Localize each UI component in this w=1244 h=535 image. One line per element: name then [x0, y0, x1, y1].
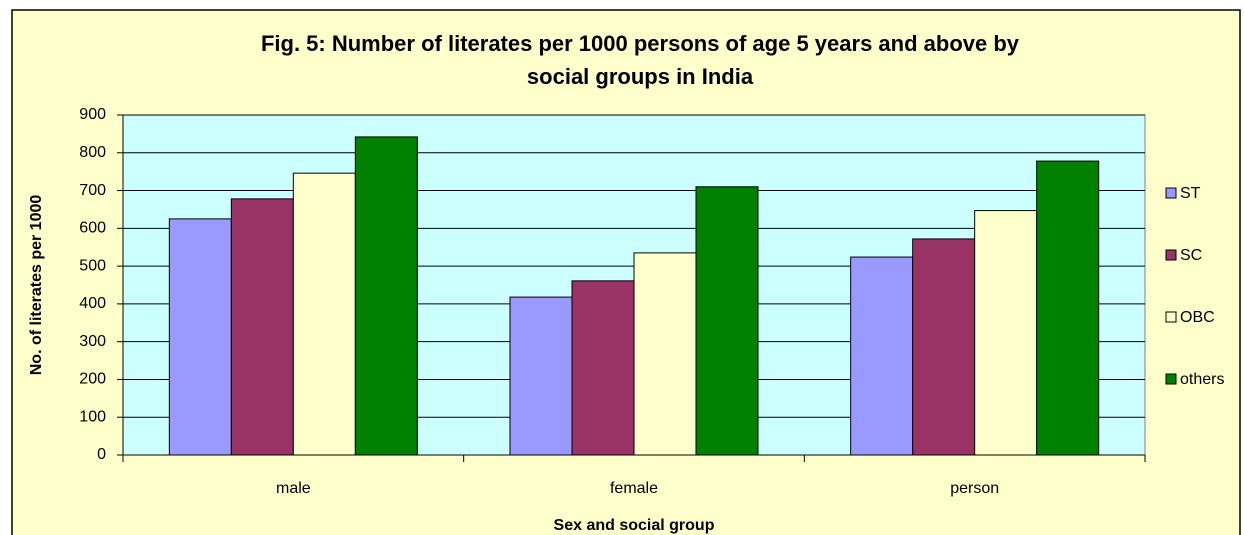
bar [974, 210, 1038, 456]
legend-swatch [1165, 373, 1177, 385]
x-axis-title: Sex and social group [554, 517, 715, 534]
y-tick-label: 0 [97, 446, 106, 463]
legend-swatch [1165, 311, 1177, 323]
chart-title: social groups in India [527, 64, 754, 89]
legend-label: OBC [1180, 309, 1215, 326]
y-tick-label: 300 [79, 333, 106, 350]
y-tick-label: 400 [79, 295, 106, 312]
y-tick-label: 100 [79, 408, 106, 425]
x-tick-label: male [276, 480, 311, 497]
bar [509, 296, 573, 456]
y-tick-label: 700 [79, 182, 106, 199]
bar [571, 280, 635, 456]
bar [850, 256, 914, 456]
y-tick-label: 600 [79, 220, 106, 237]
bar [912, 238, 976, 456]
bar [633, 252, 697, 456]
bar [292, 172, 356, 456]
chart-title: Fig. 5: Number of literates per 1000 per… [261, 31, 1020, 56]
y-tick-label: 200 [79, 371, 106, 388]
y-tick-label: 500 [79, 257, 106, 274]
bar [168, 218, 232, 456]
bar [354, 136, 418, 456]
y-axis-title: No. of literates per 1000 [28, 195, 45, 376]
legend-swatch [1165, 187, 1177, 199]
x-tick-label: female [610, 480, 658, 497]
legend-label: others [1180, 371, 1224, 388]
bar [230, 198, 294, 456]
legend-label: ST [1180, 185, 1201, 202]
legend-label: SC [1180, 247, 1202, 264]
bar [1036, 160, 1100, 456]
y-tick-label: 900 [79, 106, 106, 123]
bar [695, 186, 759, 456]
y-tick-label: 800 [79, 144, 106, 161]
legend-swatch [1165, 249, 1177, 261]
x-tick-label: person [950, 480, 999, 497]
